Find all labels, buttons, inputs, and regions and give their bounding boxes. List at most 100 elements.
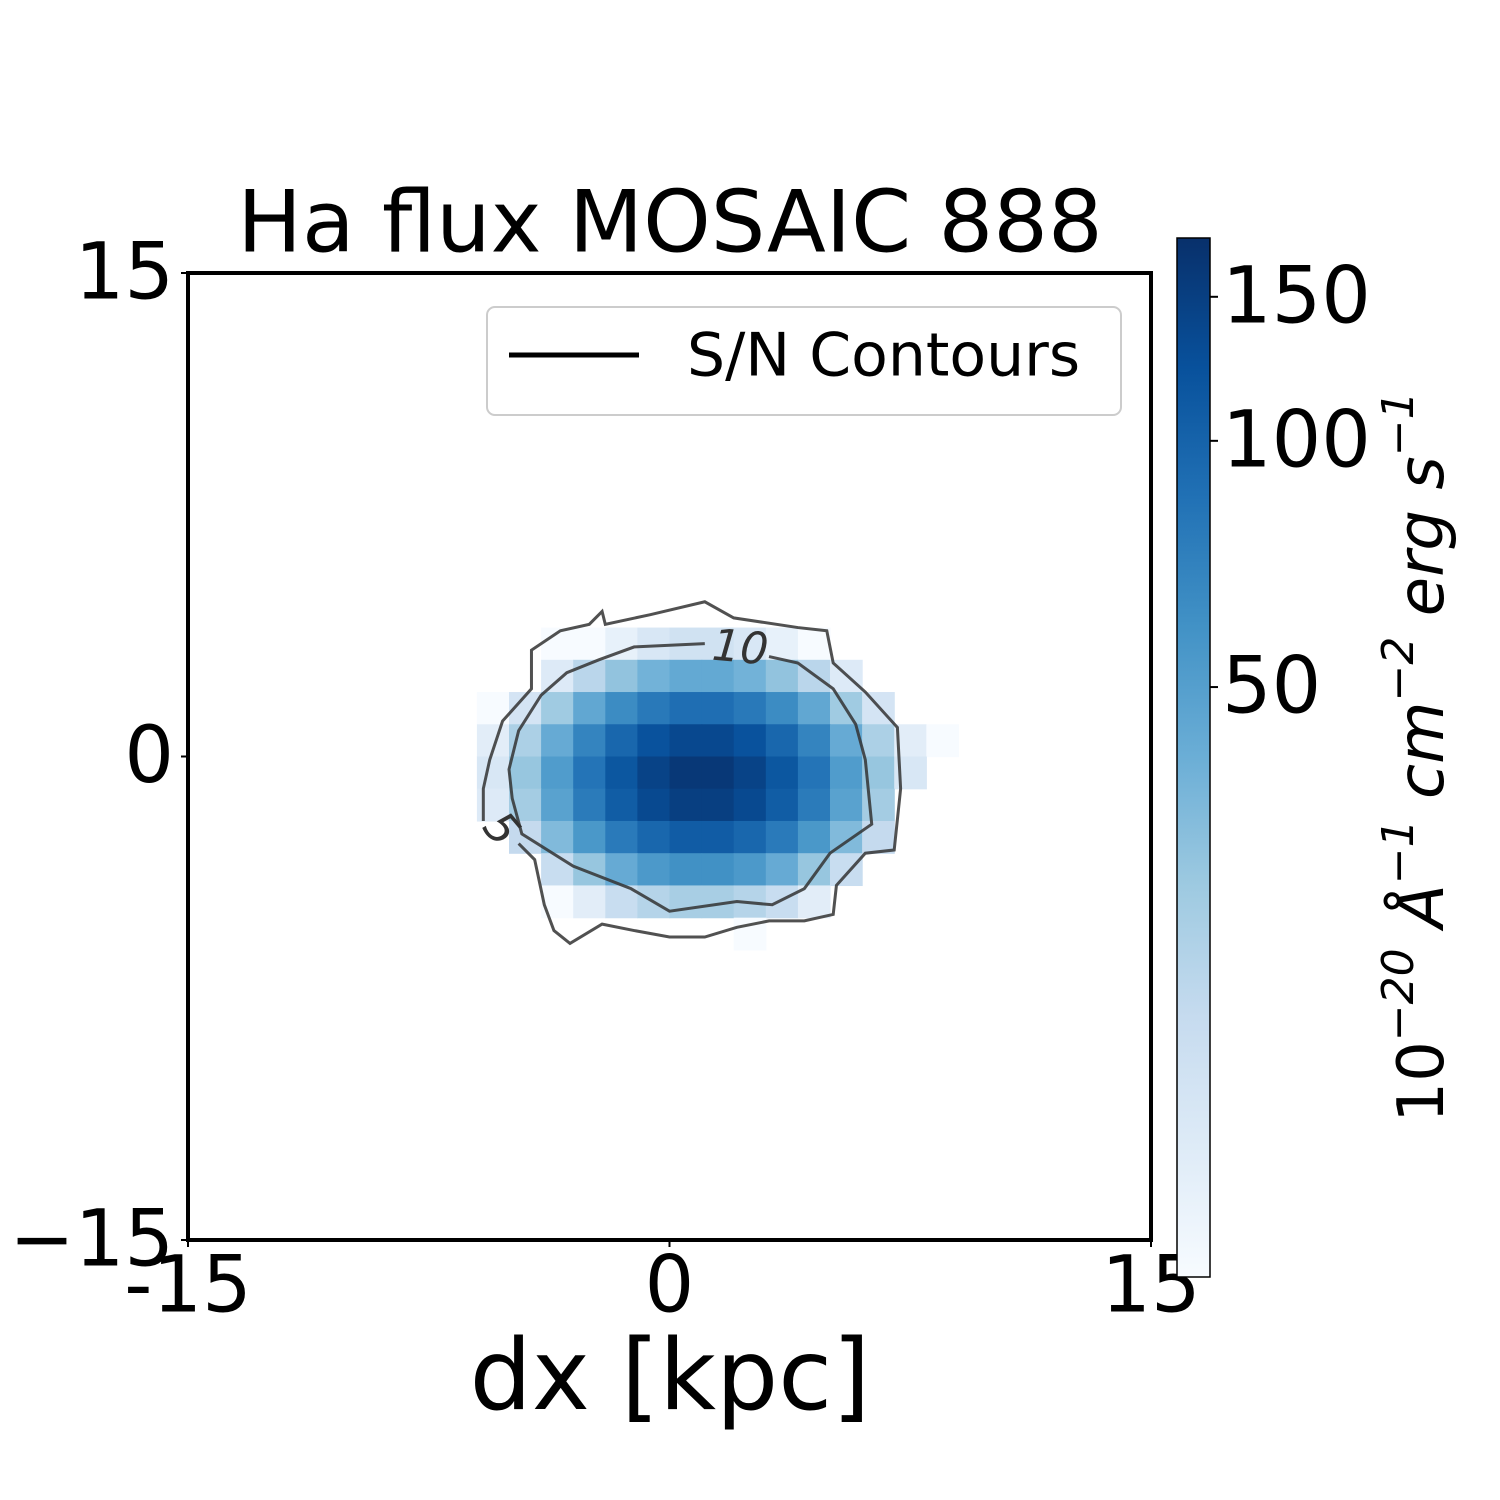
heatmap-cell xyxy=(573,820,606,854)
legend-label: S/N Contours xyxy=(687,321,1080,391)
heatmap-cell xyxy=(862,724,895,758)
colorbar-label-base: cm xyxy=(1385,701,1459,819)
heatmap-cell xyxy=(637,788,671,822)
heatmap-cell xyxy=(797,788,831,822)
heatmap-cell xyxy=(637,756,671,790)
heatmap-cell xyxy=(605,692,638,725)
heatmap-cell xyxy=(701,853,735,887)
heatmap-cell xyxy=(701,659,735,693)
heatmap-cell xyxy=(797,692,831,725)
heatmap-cell xyxy=(765,692,799,725)
heatmap-cell xyxy=(733,659,767,693)
colorbar-label-exponent: −20 xyxy=(1373,948,1424,1041)
x-tick-label: 0 xyxy=(645,1240,695,1330)
colorbar-label-exponent: −1 xyxy=(1373,391,1424,456)
colorbar-label-exponent: −1 xyxy=(1373,819,1424,884)
heatmap-cell xyxy=(765,756,799,790)
colorbar-tick-label: 150 xyxy=(1222,251,1371,341)
heatmap-cell xyxy=(797,820,831,854)
heatmap-cell xyxy=(541,724,574,758)
chart-title: Ha flux MOSAIC 888 xyxy=(237,172,1102,272)
heatmap-cell xyxy=(669,756,703,790)
heatmap-cell xyxy=(573,659,606,693)
heatmap-cell xyxy=(573,756,606,790)
contour-line xyxy=(507,642,874,913)
heatmap-cell xyxy=(541,692,574,725)
heatmap-cell xyxy=(637,627,671,661)
heatmap-cell xyxy=(541,788,574,822)
heatmap-cell xyxy=(605,659,638,693)
heatmap-cell xyxy=(733,756,767,790)
heatmap-cell xyxy=(733,820,767,854)
legend-box xyxy=(486,306,1122,416)
heatmap-cell xyxy=(701,788,735,822)
colorbar-label-base: Å xyxy=(1383,884,1459,948)
heatmap-cell xyxy=(830,756,863,790)
heatmap-cell xyxy=(573,724,606,758)
heatmap-cell xyxy=(573,692,606,725)
heatmap-cell xyxy=(701,756,735,790)
heatmap-cell xyxy=(797,724,831,758)
heatmap-cell xyxy=(733,627,767,661)
heatmap-cell xyxy=(797,756,831,790)
heatmap-cell xyxy=(637,724,671,758)
heatmap-cell xyxy=(637,659,671,693)
heatmap-cell xyxy=(797,627,831,661)
heatmap-cell xyxy=(733,724,767,758)
x-tick-label: -15 xyxy=(124,1240,251,1330)
heatmap-cell xyxy=(669,885,703,919)
y-tick-label: 15 xyxy=(75,227,174,317)
heatmap-cell xyxy=(541,853,574,887)
heatmap-cell xyxy=(637,820,671,854)
heatmap-cell xyxy=(476,756,510,790)
heatmap-cell xyxy=(701,692,735,725)
heatmap-cell xyxy=(733,788,767,822)
heatmap-cell xyxy=(765,627,799,661)
heatmap-cell xyxy=(830,853,863,887)
heatmap-cell xyxy=(733,853,767,887)
y-tick-label: 0 xyxy=(124,711,174,801)
heatmap-cell xyxy=(669,659,703,693)
heatmap-cell xyxy=(573,788,606,822)
colorbar-label-base: erg s xyxy=(1385,456,1459,636)
heatmap-cell xyxy=(541,659,574,693)
heatmap-cell xyxy=(797,885,831,919)
heatmap-cell xyxy=(733,692,767,725)
colorbar xyxy=(1176,237,1211,1278)
heatmap-cell xyxy=(830,788,863,822)
heatmap-cell xyxy=(669,692,703,725)
heatmap-cell xyxy=(573,627,606,661)
heatmap-cell xyxy=(573,885,606,919)
heatmap-cell xyxy=(765,885,799,919)
heatmap-cell xyxy=(765,788,799,822)
heatmap-cell xyxy=(605,724,638,758)
heatmap-cell xyxy=(637,692,671,725)
heatmap-cell xyxy=(765,853,799,887)
x-axis-label: dx [kpc] xyxy=(470,1319,871,1433)
heatmap-cell xyxy=(926,724,959,758)
heatmap-cell xyxy=(605,788,638,822)
heatmap-cell xyxy=(701,820,735,854)
heatmap-cell xyxy=(862,788,895,822)
heatmap-cell xyxy=(509,756,542,790)
colorbar-tick-label: 50 xyxy=(1222,642,1321,732)
contour-line xyxy=(481,600,903,946)
heatmap-cell xyxy=(701,724,735,758)
contour-label: 10 xyxy=(710,620,770,676)
y-tick-label: −15 xyxy=(9,1194,174,1284)
colorbar-tick-label: 100 xyxy=(1222,395,1371,485)
heatmap-cell xyxy=(765,820,799,854)
heatmap-cell xyxy=(541,756,574,790)
heatmap-cell xyxy=(669,788,703,822)
heatmap-cell xyxy=(637,853,671,887)
colorbar-label-base: 10 xyxy=(1385,1041,1459,1122)
heatmap-cell xyxy=(765,724,799,758)
heatmap-cell xyxy=(605,756,638,790)
heatmap-cell xyxy=(701,627,735,661)
heatmap-cell xyxy=(765,659,799,693)
colorbar-label: 10−20 Å−1 cm−2 erg s−1 xyxy=(1373,391,1459,1122)
heatmap-cell xyxy=(605,820,638,854)
heatmap-cell xyxy=(669,724,703,758)
heatmap-cell xyxy=(669,853,703,887)
